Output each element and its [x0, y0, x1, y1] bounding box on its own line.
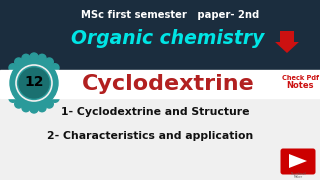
Text: Thumbnail: Thumbnail [290, 172, 306, 176]
Circle shape [45, 100, 53, 108]
Polygon shape [289, 154, 307, 168]
Text: Organic chemistry: Organic chemistry [71, 28, 265, 48]
Text: 1- Cyclodextrine and Structure: 1- Cyclodextrine and Structure [61, 107, 249, 117]
Circle shape [45, 58, 53, 66]
Circle shape [22, 104, 30, 112]
Circle shape [30, 105, 38, 113]
Circle shape [22, 54, 30, 62]
Circle shape [55, 87, 63, 95]
Circle shape [15, 100, 23, 108]
Circle shape [51, 64, 59, 72]
Circle shape [5, 71, 13, 79]
Circle shape [15, 58, 23, 66]
Text: 2- Characteristics and application: 2- Characteristics and application [47, 131, 253, 141]
Circle shape [38, 54, 46, 62]
Circle shape [5, 87, 13, 95]
Bar [0, 0, 320, 85]
Text: MSc first semester   paper- 2nd: MSc first semester paper- 2nd [81, 10, 259, 20]
Circle shape [4, 79, 12, 87]
Circle shape [51, 94, 59, 102]
Circle shape [9, 64, 17, 72]
FancyBboxPatch shape [281, 148, 316, 174]
Circle shape [9, 94, 17, 102]
Text: Notes: Notes [286, 82, 314, 91]
Bar [0, 70, 320, 98]
Circle shape [10, 59, 58, 107]
Text: Check Pdf: Check Pdf [282, 75, 318, 81]
Text: Maker: Maker [293, 174, 303, 179]
Circle shape [19, 68, 49, 98]
Text: 12: 12 [24, 75, 44, 89]
Circle shape [30, 53, 38, 61]
Circle shape [38, 104, 46, 112]
Text: Cyclodextrine: Cyclodextrine [82, 74, 254, 94]
Circle shape [56, 79, 64, 87]
Polygon shape [275, 31, 299, 53]
Circle shape [55, 71, 63, 79]
Bar [0, 85, 320, 180]
